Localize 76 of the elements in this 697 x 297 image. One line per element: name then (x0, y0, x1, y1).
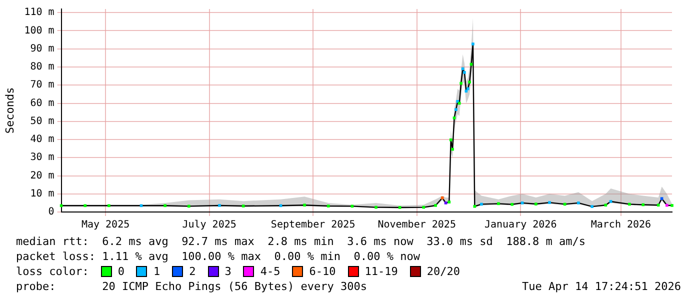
point (164, 204, 166, 208)
text: probe: 20 ICMP Echo Pings (56 Bytes) every 300s (16, 279, 367, 294)
y-tick-label: 50 m (30, 116, 54, 127)
y-tick-label: 40 m (30, 134, 54, 146)
point (463, 71, 466, 74)
point (472, 42, 474, 46)
point (279, 204, 282, 208)
x-tick-label: January 2026 (484, 220, 557, 231)
point (604, 204, 608, 207)
legend-label: 0 (118, 264, 124, 279)
y-tick-label: 30 m (30, 152, 54, 164)
legend-label: 11-19 (364, 264, 398, 279)
point (326, 204, 330, 208)
y-axis-title: Seconds (3, 87, 16, 134)
y-tick-label: 0 (48, 206, 54, 218)
point (444, 202, 448, 204)
legend-title: loss color: (16, 264, 89, 279)
point (452, 116, 456, 120)
point (451, 148, 454, 151)
legend-label: 6-10 (309, 264, 336, 279)
point (590, 205, 594, 208)
legend-label: 3 (224, 264, 232, 279)
point (577, 202, 580, 204)
x-tick-label: July 2025 (182, 220, 236, 231)
y-tick-label: 80 m (30, 62, 54, 73)
x-tick-label: November 2025 (378, 220, 456, 231)
point (84, 204, 87, 208)
point (398, 206, 402, 209)
legend-label: 20/20 (426, 264, 460, 279)
text: Tue Apr 14 17:24:51 2026 (522, 279, 681, 294)
point (218, 204, 221, 207)
point (548, 201, 551, 204)
y-tick-label: 70 m (30, 80, 54, 91)
point (480, 202, 483, 206)
point (303, 204, 306, 207)
point (534, 202, 538, 206)
point (440, 196, 444, 200)
point (642, 203, 644, 206)
point (422, 206, 426, 209)
y-tick-label: 90 m (30, 43, 54, 54)
y-tick-label: 60 m (30, 98, 54, 109)
point (609, 200, 612, 203)
point (460, 82, 462, 85)
point (520, 202, 524, 204)
y-tick-label: 20 m (30, 170, 54, 182)
text: median rtt: 6.2 ms avg 92.7 ms max 2.8 ms min 3.6 ms now 33.0 ms sd 188.8 m am/s (16, 234, 587, 249)
y-tick-label: 110 m (24, 7, 54, 18)
legend-label: 2 (189, 264, 196, 279)
point (187, 204, 190, 208)
text: packet loss: 1.11 % avg 100.00 % max 0.00 % min 0.00 % now (16, 249, 421, 264)
point (665, 204, 668, 207)
point (434, 204, 437, 207)
point (628, 202, 631, 206)
point (510, 202, 514, 206)
point (108, 204, 110, 208)
point (670, 204, 674, 207)
point (468, 80, 471, 84)
x-tick-label: May 2025 (81, 220, 130, 231)
x-tick-label: March 2026 (590, 220, 652, 231)
point (242, 204, 245, 208)
legend-label: 1 (153, 264, 160, 279)
point (473, 204, 476, 208)
point (60, 204, 63, 208)
point (497, 202, 500, 206)
point (140, 204, 143, 208)
point (374, 206, 378, 209)
point (449, 138, 452, 142)
point (448, 200, 451, 204)
legend-label: 4-5 (260, 264, 280, 279)
y-tick-label: 10 m (30, 188, 54, 200)
x-tick-label: September 2025 (270, 220, 356, 231)
point (454, 108, 458, 112)
point (660, 197, 664, 200)
point (656, 204, 660, 207)
y-tick-label: 100 m (24, 25, 54, 36)
point (466, 87, 470, 90)
